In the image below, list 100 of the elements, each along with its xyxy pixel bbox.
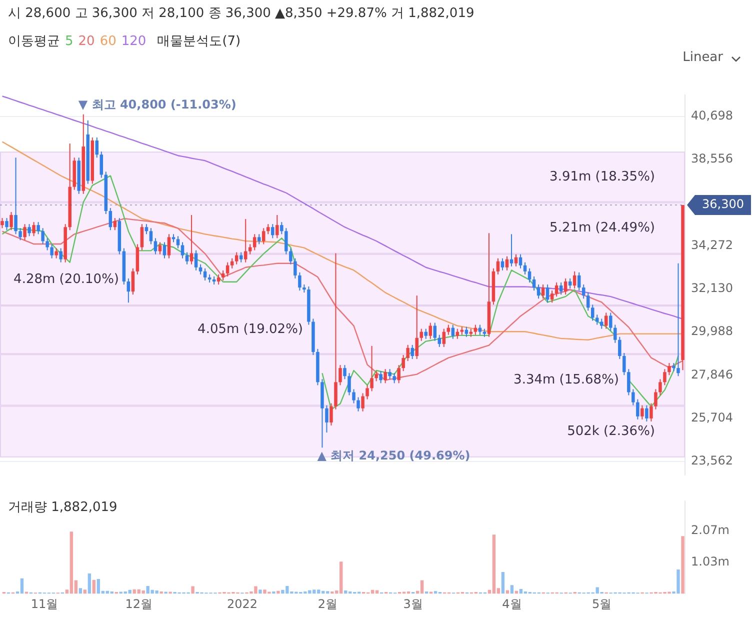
- y-tick-label: 23,562: [691, 454, 733, 468]
- candlestick: [420, 328, 423, 342]
- candlestick: [36, 222, 40, 235]
- candlestick: [627, 368, 630, 396]
- candlestick: [194, 250, 198, 271]
- candlestick: [636, 398, 640, 420]
- candlestick: [158, 242, 162, 255]
- bar: [344, 590, 348, 594]
- x-tick-label: 12월: [125, 596, 152, 611]
- candlestick: [361, 392, 364, 412]
- candlestick: [618, 336, 622, 360]
- candlestick: [496, 258, 500, 275]
- x-tick-label: 4월: [502, 596, 522, 611]
- candlestick: [564, 278, 568, 296]
- candlestick: [568, 278, 572, 290]
- candlestick: [550, 290, 554, 304]
- bar: [434, 591, 438, 594]
- candlestick: [464, 326, 468, 338]
- candlestick: [266, 224, 270, 235]
- candlestick: [384, 368, 387, 384]
- candlestick: [541, 284, 545, 300]
- y-tick-label: 25,704: [691, 410, 733, 424]
- candlestick: [663, 368, 666, 386]
- candlestick: [609, 312, 612, 332]
- text: 매물분석도(7): [157, 34, 241, 49]
- candlestick: [546, 284, 550, 304]
- candlestick: [18, 228, 22, 241]
- candlestick: [176, 236, 180, 249]
- candlestick: [203, 268, 207, 281]
- candlestick: [600, 318, 604, 330]
- candlestick: [392, 372, 396, 384]
- bar: [681, 536, 684, 594]
- candlestick: [343, 364, 346, 380]
- candlestick: [446, 324, 450, 336]
- candlestick: [676, 262, 680, 377]
- candlestick: [131, 268, 135, 296]
- candlestick: [280, 222, 284, 235]
- bar: [258, 590, 262, 594]
- bar: [83, 590, 86, 594]
- candlestick: [32, 222, 36, 237]
- candlestick: [28, 224, 31, 237]
- y-tick-label: 29,988: [691, 324, 733, 338]
- legend-title: 이동평균: [8, 34, 60, 49]
- bar: [78, 588, 82, 594]
- bar: [501, 572, 505, 594]
- candlestick: [415, 295, 418, 360]
- candlestick: [424, 328, 428, 340]
- candlestick: [572, 270, 576, 290]
- annotation: ▲ 최저 24,250 (49.69%): [317, 448, 470, 463]
- candlestick: [185, 252, 189, 265]
- candlestick: [113, 218, 117, 231]
- candlestick: [46, 238, 49, 251]
- candlestick: [244, 218, 248, 263]
- candlestick: [180, 242, 184, 259]
- candlestick: [352, 388, 356, 404]
- candlestick: [406, 344, 410, 362]
- candlestick: [284, 228, 288, 255]
- bar: [92, 580, 96, 594]
- candlestick: [536, 284, 540, 300]
- candlestick: [289, 248, 292, 265]
- candlestick: [239, 252, 243, 263]
- candlestick: [14, 157, 18, 235]
- candlestick: [370, 345, 374, 392]
- candlestick: [374, 370, 378, 382]
- candlestick: [294, 258, 297, 279]
- x-tick-label: 2월: [318, 596, 338, 611]
- y-tick-label: 34,272: [691, 238, 733, 252]
- candlestick: [108, 207, 112, 231]
- candlestick: [41, 228, 44, 245]
- candlestick: [325, 404, 328, 434]
- candlestick: [5, 218, 8, 231]
- candlestick: [433, 322, 437, 342]
- y-tick-label: 32,130: [691, 281, 733, 296]
- candlestick: [456, 328, 460, 340]
- bar: [510, 585, 514, 594]
- candlestick: [144, 224, 148, 235]
- candlestick: [379, 370, 382, 384]
- candlestick: [451, 324, 455, 340]
- candlestick: [428, 322, 432, 340]
- candlestick: [397, 364, 400, 384]
- candlestick: [438, 334, 442, 348]
- bar: [155, 590, 158, 594]
- candlestick: [230, 258, 234, 269]
- bar: [160, 591, 163, 594]
- chart-title: 시 28,600 고 36,300 저 28,100 종 36,300 ▲8,350 +29.87% 거 1,882,019: [8, 5, 474, 22]
- candlestick: [590, 304, 594, 322]
- candlestick: [514, 254, 518, 267]
- candlestick: [442, 328, 446, 348]
- ref-line-label: 36,300: [702, 197, 744, 212]
- annotation: ▼ 최고 40,800 (-11.03%): [78, 97, 236, 112]
- candlestick: [640, 404, 644, 420]
- y-tick-label: 40,698: [691, 108, 733, 123]
- bar: [142, 590, 145, 594]
- candlestick: [234, 252, 238, 265]
- candlestick: [366, 384, 369, 400]
- bar: [276, 590, 280, 594]
- x-tick-label: 11월: [30, 596, 58, 611]
- candlestick: [126, 278, 130, 304]
- candlestick: [140, 224, 144, 251]
- candlestick: [510, 234, 514, 267]
